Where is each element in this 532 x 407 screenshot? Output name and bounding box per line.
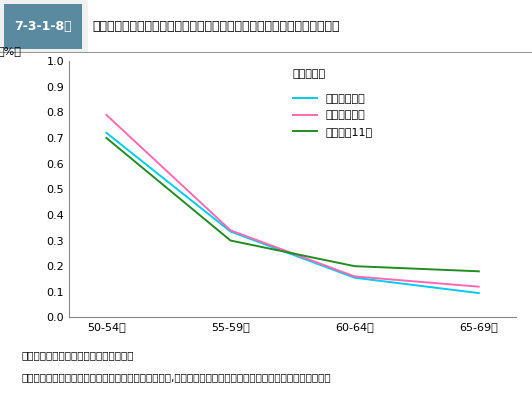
Bar <box>4 4 82 49</box>
Text: 7-3-1-8図: 7-3-1-8図 <box>14 20 72 33</box>
Text: 調査対象者の出生年別・各年齢層において２回以上の犯歴がある者の比率: 調査対象者の出生年別・各年齢層において２回以上の犯歴がある者の比率 <box>92 20 339 33</box>
Legend: 昭和３～５年, 昭和６～８年, 昭和９～11年: 昭和３～５年, 昭和６～８年, 昭和９～11年 <box>293 94 373 137</box>
Line: 昭和９～11年: 昭和９～11年 <box>106 138 479 271</box>
昭和６～８年 <box>476 284 482 289</box>
昭和９～11年 <box>103 136 110 140</box>
Line: 昭和３～５年: 昭和３～５年 <box>106 133 479 293</box>
Text: 注　１　法務総合研究所の調査による。: 注 １ 法務総合研究所の調査による。 <box>21 350 134 360</box>
昭和９～11年 <box>352 264 358 269</box>
Text: ２　各年齢層において２回以上の犯歴がある者が,各年次に生まれた調査対象者総数に占める比率である。: ２ 各年齢層において２回以上の犯歴がある者が,各年次に生まれた調査対象者総数に占… <box>21 372 331 383</box>
昭和３～５年 <box>227 229 234 234</box>
昭和３～５年 <box>352 275 358 280</box>
Text: （%）: （%） <box>0 46 21 56</box>
Line: 昭和６～８年: 昭和６～８年 <box>106 115 479 287</box>
Bar <box>88 0 532 53</box>
Text: （出生年）: （出生年） <box>293 69 326 79</box>
昭和６～８年 <box>352 274 358 279</box>
昭和６～８年 <box>227 228 234 233</box>
昭和３～５年 <box>103 130 110 135</box>
昭和３～５年 <box>476 291 482 295</box>
昭和６～８年 <box>103 112 110 117</box>
昭和９～11年 <box>476 269 482 274</box>
昭和９～11年 <box>227 238 234 243</box>
